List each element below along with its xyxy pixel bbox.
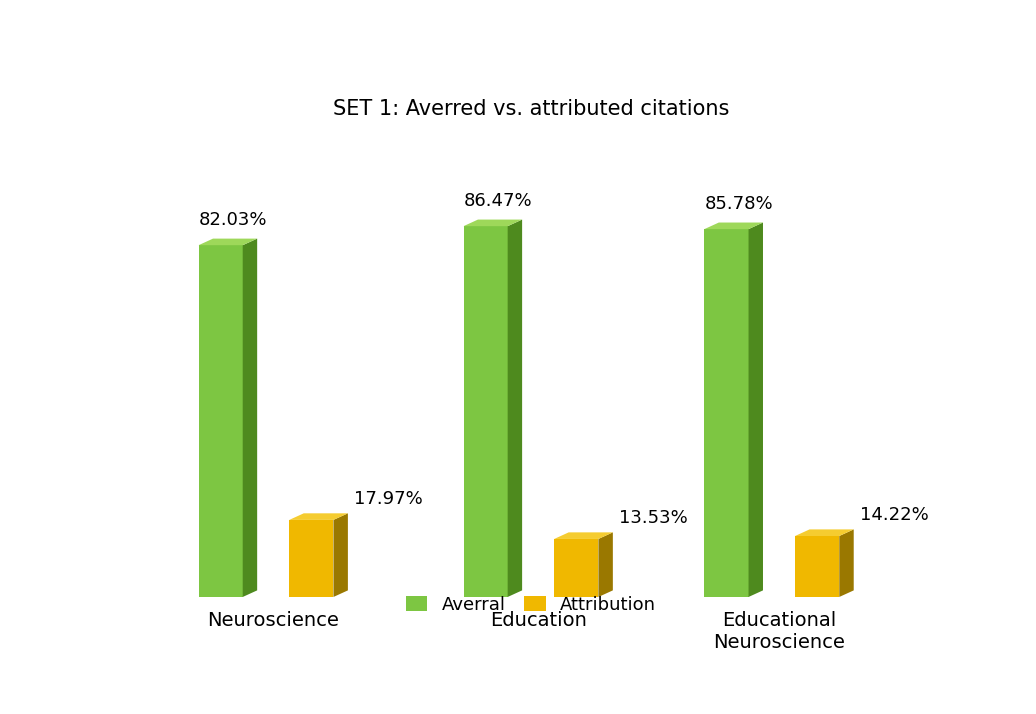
Polygon shape: [199, 245, 242, 597]
Text: 14.22%: 14.22%: [860, 506, 929, 524]
Polygon shape: [199, 238, 257, 245]
Polygon shape: [242, 238, 257, 597]
Polygon shape: [839, 529, 854, 597]
Polygon shape: [704, 223, 762, 229]
Text: 13.53%: 13.53%: [620, 509, 688, 527]
Text: 86.47%: 86.47%: [463, 191, 533, 210]
Polygon shape: [463, 226, 508, 597]
Text: Educational
Neuroscience: Educational Neuroscience: [713, 610, 845, 652]
Polygon shape: [599, 533, 613, 597]
Polygon shape: [554, 533, 613, 539]
Polygon shape: [289, 520, 334, 597]
Text: Education: Education: [490, 610, 586, 630]
Text: 17.97%: 17.97%: [354, 490, 423, 508]
Polygon shape: [749, 223, 762, 597]
Polygon shape: [795, 529, 854, 536]
Polygon shape: [554, 539, 599, 597]
Text: 85.78%: 85.78%: [704, 195, 773, 213]
Legend: Averral, Attribution: Averral, Attribution: [399, 588, 663, 621]
Polygon shape: [795, 536, 839, 597]
Polygon shape: [463, 220, 522, 226]
Text: SET 1: Averred vs. attributed citations: SET 1: Averred vs. attributed citations: [333, 99, 729, 119]
Polygon shape: [508, 220, 522, 597]
Polygon shape: [704, 229, 749, 597]
Polygon shape: [289, 513, 348, 520]
Text: 82.03%: 82.03%: [199, 211, 267, 228]
Text: Neuroscience: Neuroscience: [207, 610, 339, 630]
Polygon shape: [334, 513, 348, 597]
